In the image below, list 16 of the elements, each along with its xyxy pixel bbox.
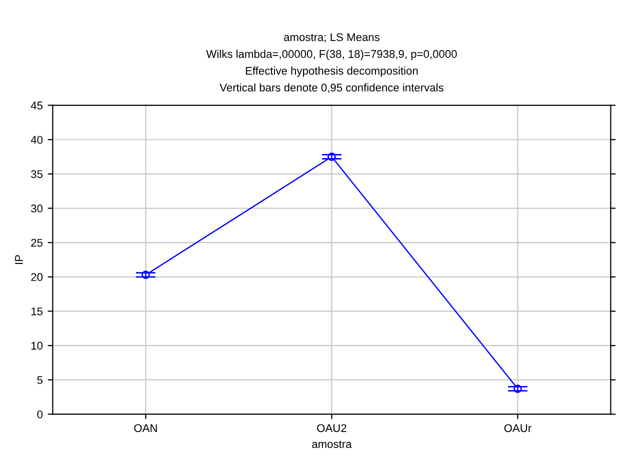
y-tick-label: 0: [37, 410, 43, 418]
y-tick-label: 25: [31, 238, 43, 247]
y-tick-label: 15: [31, 308, 43, 316]
y-tick-label: 45: [30, 102, 43, 110]
y-tick-label: 10: [31, 342, 43, 350]
x-tick-label: OAU2: [317, 424, 346, 432]
y-tick-label: 5: [37, 376, 43, 384]
y-axis-title: IP: [15, 255, 23, 264]
y-tick-label: 20: [31, 273, 43, 282]
y-tick-label: 35: [31, 170, 43, 178]
y-tick-label: 30: [31, 204, 43, 212]
y-tick-label: 40: [30, 136, 43, 144]
chart-title: amostra; LS Means Wilks lambda=,00000, F(38, 18)=7938,9, p=0,0000 Effective hypothesis decomposition Vertical bars denote 0,95 confidence intervals: [206, 33, 457, 93]
x-axis-title: amostra: [312, 440, 352, 448]
x-tick-label: OAUr: [504, 424, 532, 432]
x-tick-label: OAN: [134, 424, 157, 432]
